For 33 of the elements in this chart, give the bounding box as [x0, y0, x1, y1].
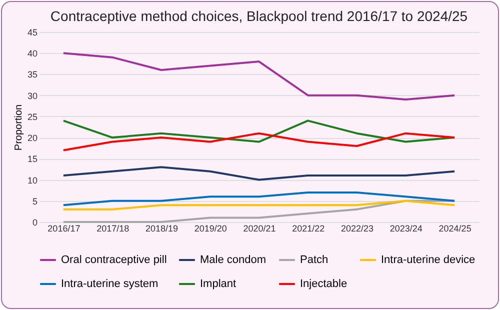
y-tick-label: 45	[27, 28, 38, 38]
y-tick-label: 40	[27, 48, 38, 59]
line-series	[62, 200, 456, 223]
y-tick-label: 30	[27, 90, 38, 101]
legend-label: Oral contraceptive pill	[61, 254, 167, 266]
y-axis-title: Proportion	[13, 104, 24, 151]
x-tick-label: 2017/18	[96, 224, 130, 234]
legend-label: Intra-uterine system	[61, 278, 158, 290]
y-tick-label: 0	[32, 218, 38, 228]
x-tick-label: 2022/23	[341, 224, 374, 234]
x-tick-label: 2018/19	[145, 224, 178, 234]
chart-title: Contraceptive method choices, Blackpool trend 2016/17 to 2024/25	[50, 8, 468, 24]
x-tick-label: 2023/24	[390, 224, 422, 234]
legend-label: Male condom	[200, 254, 266, 266]
legend-label: Injectable	[300, 278, 348, 290]
line-series	[62, 132, 456, 152]
line-series	[62, 52, 456, 101]
x-tick-label: 2019/20	[194, 224, 227, 234]
y-tick-label: 10	[27, 175, 38, 186]
y-tick-label: 35	[27, 70, 38, 80]
x-tick-label: 2021/22	[292, 224, 325, 234]
x-tick-label: 2020/21	[243, 224, 276, 234]
line-series	[62, 191, 456, 206]
y-tick-label: 20	[27, 133, 38, 144]
y-tick-label: 5	[32, 196, 38, 206]
legend-label: Patch	[300, 254, 328, 266]
x-tick-label: 2024/25	[438, 224, 472, 234]
y-tick-label: 25	[27, 112, 38, 122]
y-tick-label: 15	[27, 154, 38, 164]
line-series	[62, 166, 456, 181]
x-tick-label: 2016/17	[48, 224, 80, 234]
legend-label: Intra-uterine device	[381, 254, 476, 266]
legend-label: Implant	[200, 278, 236, 290]
